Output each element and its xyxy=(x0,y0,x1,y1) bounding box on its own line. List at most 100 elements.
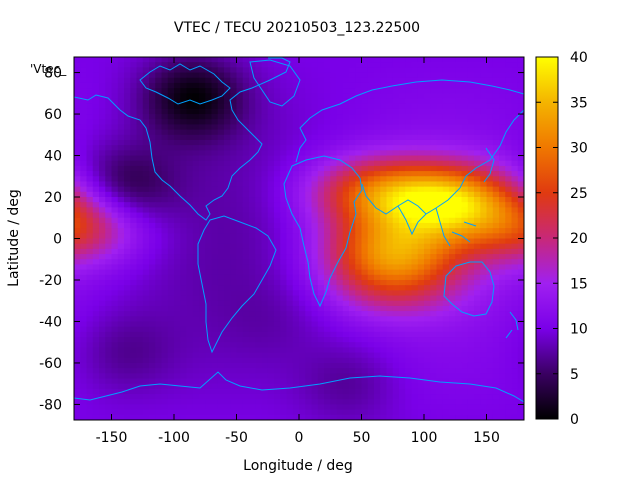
heatmap-cell xyxy=(386,274,394,281)
heatmap-cell xyxy=(436,316,444,323)
heatmap-cell xyxy=(286,269,294,276)
heatmap-cell xyxy=(236,352,244,359)
heatmap-cell xyxy=(417,228,425,234)
heatmap-cell xyxy=(424,378,431,385)
heatmap-cell xyxy=(117,57,125,63)
heatmap-cell xyxy=(399,155,406,162)
heatmap-cell xyxy=(99,103,106,110)
heatmap-cell xyxy=(480,368,488,374)
heatmap-cell xyxy=(80,409,88,416)
heatmap-cell xyxy=(411,264,419,271)
heatmap-cell xyxy=(511,176,519,183)
heatmap-cell xyxy=(224,176,231,183)
heatmap-cell xyxy=(280,248,288,255)
heatmap-cell xyxy=(136,72,144,79)
heatmap-cell xyxy=(430,124,438,131)
heatmap-cell xyxy=(105,155,113,162)
heatmap-cell xyxy=(467,305,475,312)
heatmap-cell xyxy=(392,119,400,126)
heatmap-cell xyxy=(149,124,156,131)
heatmap-cell xyxy=(180,103,188,110)
heatmap-cell xyxy=(411,394,419,400)
heatmap-cell xyxy=(336,155,344,162)
heatmap-cell xyxy=(474,72,481,79)
heatmap-cell xyxy=(361,274,369,281)
heatmap-cell xyxy=(330,114,338,120)
heatmap-cell xyxy=(474,181,481,188)
heatmap-cell xyxy=(492,108,500,115)
heatmap-cell xyxy=(142,129,150,136)
heatmap-cell xyxy=(517,67,524,74)
heatmap-cell xyxy=(505,243,513,250)
heatmap-cell xyxy=(142,337,150,343)
heatmap-cell xyxy=(324,248,331,255)
heatmap-cell xyxy=(467,373,475,380)
heatmap-cell xyxy=(361,362,369,369)
heatmap-cell xyxy=(86,388,94,395)
heatmap-cell xyxy=(392,342,400,348)
heatmap-cell xyxy=(374,409,381,416)
heatmap-cell xyxy=(161,217,169,224)
heatmap-cell xyxy=(361,212,369,219)
heatmap-cell xyxy=(167,368,175,374)
heatmap-cell xyxy=(111,145,119,151)
heatmap-cell xyxy=(311,243,319,250)
heatmap-cell xyxy=(249,150,256,157)
heatmap-cell xyxy=(111,139,119,146)
heatmap-cell xyxy=(217,399,225,406)
heatmap-cell xyxy=(167,290,175,297)
heatmap-cell xyxy=(274,93,281,100)
heatmap-cell xyxy=(317,186,325,193)
heatmap-cell xyxy=(211,139,219,146)
heatmap-cell xyxy=(236,93,244,100)
heatmap-cell xyxy=(305,388,313,395)
heatmap-cell xyxy=(336,228,344,234)
heatmap-cell xyxy=(180,150,188,157)
heatmap-cell xyxy=(480,233,488,240)
heatmap-cell xyxy=(317,352,325,359)
heatmap-cell xyxy=(242,264,250,271)
heatmap-cell xyxy=(349,77,356,84)
heatmap-cell xyxy=(474,108,481,115)
heatmap-cell xyxy=(411,383,419,390)
heatmap-cell xyxy=(417,57,425,63)
heatmap-cell xyxy=(292,233,300,240)
heatmap-cell xyxy=(292,212,300,219)
heatmap-cell xyxy=(224,212,231,219)
heatmap-cell xyxy=(424,238,431,245)
heatmap-cell xyxy=(267,103,275,110)
heatmap-cell xyxy=(411,368,419,374)
heatmap-cell xyxy=(324,67,331,74)
heatmap-cell xyxy=(224,124,231,131)
heatmap-cell xyxy=(511,222,519,229)
heatmap-cell xyxy=(199,197,206,203)
heatmap-cell xyxy=(286,165,294,172)
heatmap-cell xyxy=(430,139,438,146)
heatmap-cell xyxy=(467,62,475,68)
heatmap-cell xyxy=(149,305,156,312)
heatmap-cell xyxy=(124,62,131,68)
heatmap-cell xyxy=(80,248,88,255)
heatmap-cell xyxy=(99,72,106,79)
heatmap-cell xyxy=(99,300,106,307)
heatmap-cell xyxy=(324,311,331,317)
heatmap-cell xyxy=(455,62,463,68)
heatmap-cell xyxy=(449,254,456,260)
heatmap-cell xyxy=(505,404,513,411)
heatmap-cell xyxy=(292,362,300,369)
heatmap-cell xyxy=(149,378,156,385)
heatmap-cell xyxy=(336,321,344,328)
heatmap-cell xyxy=(224,362,231,369)
heatmap-cell xyxy=(224,243,231,250)
heatmap-cell xyxy=(149,342,156,348)
heatmap-cell xyxy=(424,108,431,115)
heatmap-cell xyxy=(217,160,225,167)
heatmap-cell xyxy=(161,171,169,177)
heatmap-cell xyxy=(311,357,319,364)
heatmap-cell xyxy=(380,347,388,354)
heatmap-cell xyxy=(80,362,88,369)
heatmap-cell xyxy=(411,305,419,312)
heatmap-cell xyxy=(399,331,406,338)
heatmap-cell xyxy=(386,264,394,271)
heatmap-cell xyxy=(217,191,225,198)
